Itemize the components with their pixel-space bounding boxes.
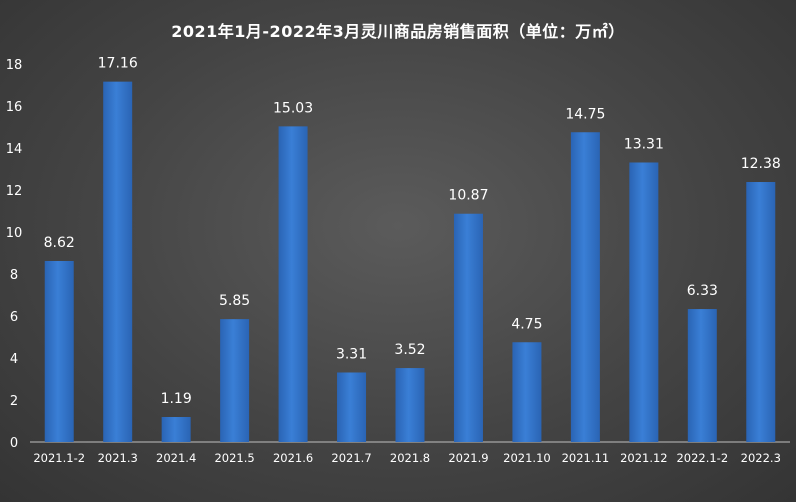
chart-title: 2021年1月-2022年3月灵川商品房销售面积（单位：万㎡） <box>171 22 625 41</box>
bar <box>337 372 367 442</box>
bar-value-label: 13.31 <box>624 136 664 152</box>
bar <box>103 81 133 442</box>
bar <box>44 260 74 442</box>
x-tick-label: 2021.3 <box>98 451 138 465</box>
y-tick-label: 2 <box>10 394 18 409</box>
bar-value-label: 15.03 <box>273 100 313 116</box>
bar <box>629 162 659 443</box>
bar <box>395 368 425 442</box>
bar <box>278 126 308 443</box>
bar <box>220 319 250 442</box>
bar-value-label: 1.19 <box>161 391 192 407</box>
bar-value-label: 4.75 <box>511 316 542 332</box>
y-tick-label: 14 <box>6 142 23 157</box>
bar-value-label: 12.38 <box>741 156 781 172</box>
bar-value-label: 6.33 <box>687 283 718 299</box>
x-tick-label: 2021.11 <box>562 451 610 465</box>
bar <box>453 213 483 442</box>
bar <box>746 182 776 442</box>
x-tick-label: 2021.12 <box>620 451 668 465</box>
y-tick-label: 0 <box>10 436 18 451</box>
x-tick-label: 2022.3 <box>741 451 781 465</box>
x-tick-label: 2021.5 <box>214 451 254 465</box>
bar-value-label: 5.85 <box>219 293 250 309</box>
x-tick-label: 2021.1-2 <box>33 451 85 465</box>
y-tick-label: 18 <box>6 58 23 73</box>
bar-value-label: 17.16 <box>98 56 138 72</box>
x-tick-label: 2022.1-2 <box>676 451 728 465</box>
x-tick-label: 2021.10 <box>503 451 551 465</box>
y-tick-label: 8 <box>10 268 18 283</box>
y-tick-label: 12 <box>6 184 23 199</box>
x-tick-label: 2021.4 <box>156 451 196 465</box>
bar-value-label: 8.62 <box>44 235 75 251</box>
x-tick-label: 2021.8 <box>390 451 430 465</box>
bar <box>570 132 600 442</box>
y-tick-label: 10 <box>6 226 23 241</box>
x-tick-label: 2021.7 <box>331 451 371 465</box>
bar <box>687 309 717 442</box>
bar-value-label: 3.52 <box>394 342 425 358</box>
bar-value-label: 10.87 <box>448 188 488 204</box>
bar-value-label: 3.31 <box>336 346 367 362</box>
bar <box>161 417 191 442</box>
bar-value-label: 14.75 <box>565 106 605 122</box>
y-tick-label: 4 <box>10 352 18 367</box>
x-tick-label: 2021.6 <box>273 451 313 465</box>
y-tick-label: 6 <box>10 310 18 325</box>
bar <box>512 342 542 442</box>
x-tick-label: 2021.9 <box>448 451 488 465</box>
y-tick-label: 16 <box>6 100 23 115</box>
